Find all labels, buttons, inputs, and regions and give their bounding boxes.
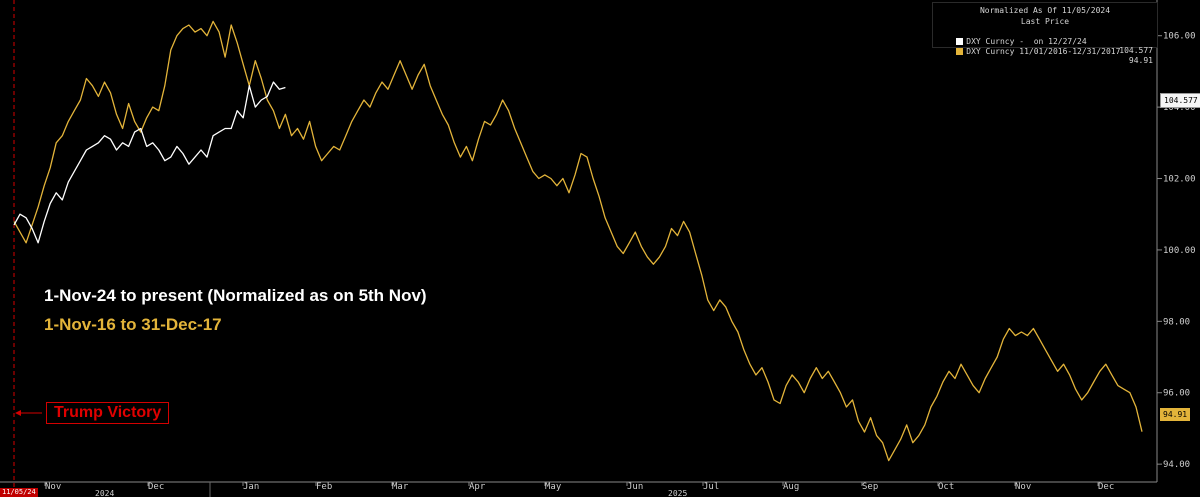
legend-title: Normalized As Of 11/05/2024: [979, 6, 1111, 15]
x-tick-label: Apr: [469, 482, 486, 492]
x-tick-label: Nov: [1015, 482, 1031, 492]
x-tick-label: Jun: [627, 482, 643, 492]
x-tick-label: Sep: [862, 482, 878, 492]
last-value-tag-white: 104.577: [1160, 93, 1200, 108]
x-tick-label: Jan: [243, 482, 259, 492]
legend-row-white-name: DXY Curncy - on 12/27/24: [966, 37, 1087, 46]
legend-row-gold-name: DXY Curncy 11/01/2016-12/31/2017: [966, 47, 1121, 56]
series-line-white: [13, 81, 286, 244]
event-date-tag: 11/05/24: [0, 488, 38, 497]
x-tick-label: Dec: [148, 482, 164, 492]
year-label-2024: 2024: [95, 489, 114, 497]
y-tick-label: 94.00: [1163, 460, 1190, 470]
y-tick-label: 96.00: [1163, 389, 1190, 399]
x-tick-label: Mar: [392, 482, 409, 492]
y-axis: 94.00 96.00 98.00 100.00 102.00 104.00 106.00: [1157, 32, 1196, 470]
x-tick-label: Aug: [783, 482, 799, 492]
x-tick-label: Jul: [703, 482, 719, 492]
legend: Normalized As Of 11/05/2024 Last Price D…: [932, 2, 1158, 65]
legend-subtitle: Last Price: [1020, 17, 1070, 26]
event-label-box: Trump Victory: [46, 402, 170, 424]
event-arrow-head: [15, 410, 21, 416]
legend-row-gold-value: 94.91: [1128, 56, 1153, 65]
legend-swatch-gold: [956, 48, 964, 55]
y-tick-label: 100.00: [1163, 246, 1196, 256]
legend-row-white: DXY Curncy - on 12/27/24 104.577: [937, 28, 1155, 64]
x-tick-label: Dec: [1098, 482, 1114, 492]
x-tick-label: Nov: [45, 482, 61, 492]
x-tick-label: Oct: [938, 482, 954, 492]
x-tick-label: Feb: [316, 482, 332, 492]
y-tick-label: 102.00: [1163, 175, 1196, 185]
y-tick-label: 98.00: [1163, 317, 1190, 327]
y-tick-label: 106.00: [1163, 32, 1196, 42]
legend-swatch-white: [956, 38, 964, 45]
x-axis: Nov Dec Jan Feb Mar Apr May Jun Jul Aug Sep Oct Nov D…: [44, 482, 1114, 492]
year-label-2025: 2025: [668, 489, 687, 497]
legend-row-gold: DXY Curncy 11/01/2016-12/31/2017 94.91: [937, 38, 1155, 74]
last-value-tag-gold: 94.91: [1160, 408, 1191, 421]
legend-row-white-value: 104.577: [1119, 46, 1153, 55]
annotation-gold-series: 1-Nov-16 to 31-Dec-17: [44, 315, 222, 334]
series-line-gold: [13, 20, 1143, 462]
series-layer: [13, 20, 1143, 462]
y-tick-label: 104.00: [1163, 103, 1196, 113]
annotation-white-series: 1-Nov-24 to present (Normalized as on 5t…: [44, 286, 427, 305]
x-tick-label: May: [545, 482, 562, 492]
